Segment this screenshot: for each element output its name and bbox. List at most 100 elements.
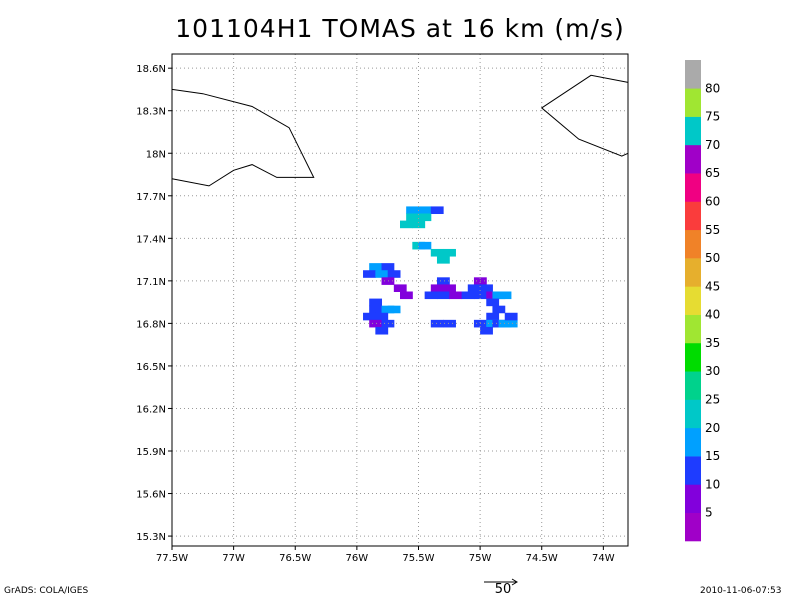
- wind-cell: [363, 312, 376, 321]
- wind-cell: [443, 284, 456, 292]
- colorbar-label: 45: [705, 279, 720, 293]
- y-tick-label: 17.4N: [136, 234, 166, 245]
- wind-cell: [375, 326, 389, 335]
- x-tick-label: 77W: [222, 553, 245, 564]
- wind-cell: [400, 291, 413, 300]
- y-tick-label: 18.3N: [136, 107, 166, 118]
- wind-cell: [430, 284, 444, 292]
- colorbar-label: 10: [705, 477, 720, 491]
- colorbar-label: 5: [705, 506, 713, 520]
- wind-cell: [480, 284, 493, 292]
- x-axis-ticks: 77.5W 77W 76.5W 76W 75.5W 75W 74.5W 74W: [156, 546, 615, 564]
- chart-title: 101104H1 TOMAS at 16 km (m/s): [175, 14, 625, 43]
- colorbar-swatch: [685, 427, 701, 457]
- colorbar-swatch: [685, 456, 701, 485]
- wind-cell: [430, 248, 444, 257]
- plot-frame: [171, 53, 629, 547]
- x-tick-label: 75.5W: [402, 553, 434, 564]
- y-tick-label: 16.2N: [136, 404, 166, 415]
- colorbar-swatch: [685, 173, 701, 202]
- wind-cell: [436, 291, 450, 300]
- y-tick-label: 15.6N: [136, 490, 166, 501]
- wind-cell: [369, 263, 383, 271]
- wind-cell: [430, 206, 444, 215]
- colorbar-swatch: [685, 484, 701, 514]
- wind-cell: [504, 312, 518, 321]
- colorbar-label: 65: [705, 166, 720, 180]
- colorbar-label: 70: [705, 138, 720, 152]
- x-tick-label: 74.5W: [526, 553, 558, 564]
- x-tick-label: 75W: [469, 553, 492, 564]
- reference-vector: [484, 578, 518, 586]
- wind-cell: [436, 256, 450, 264]
- colorbar-label: 25: [705, 393, 720, 407]
- colorbar-label: 50: [705, 251, 720, 265]
- wind-cell: [381, 263, 395, 271]
- y-axis-ticks: 18.6N 18.3N 18N 17.7N 17.4N 17.1N 16.8N 16.5N 16…: [136, 64, 172, 543]
- x-tick-label: 74W: [592, 553, 615, 564]
- wind-cell: [418, 213, 432, 222]
- colorbar-label: 30: [705, 364, 720, 378]
- y-tick-label: 15.9N: [136, 447, 166, 458]
- wind-cell: [480, 326, 493, 335]
- wind-cell: [375, 312, 389, 321]
- wind-cell: [363, 270, 376, 278]
- wind-cell: [369, 305, 383, 314]
- wind-cell: [443, 319, 456, 328]
- y-tick-label: 16.5N: [136, 362, 166, 373]
- wind-cell: [387, 270, 401, 278]
- colorbar-swatch: [685, 144, 701, 174]
- colorbar-label: 35: [705, 336, 720, 350]
- colorbar-label: 40: [705, 308, 720, 322]
- x-tick-label: 76.5W: [279, 553, 311, 564]
- wind-cell: [504, 319, 518, 328]
- colorbar: 5 10 15 20 25 30 35 40 45 50 55 60 65 70 75 80: [685, 60, 720, 542]
- wind-cell: [430, 319, 444, 328]
- wind-cell: [473, 291, 487, 300]
- colorbar-swatch: [685, 60, 701, 89]
- colorbar-swatch: [685, 116, 701, 146]
- colorbar-swatch: [685, 88, 701, 117]
- wind-cell: [406, 206, 419, 215]
- wind-cell: [418, 241, 432, 250]
- y-tick-label: 18N: [146, 149, 166, 160]
- coastline: [171, 88, 315, 187]
- wind-cell: [369, 319, 383, 328]
- footer-credit: GrADS: COLA/IGES: [4, 586, 89, 596]
- y-tick-label: 18.6N: [136, 64, 166, 75]
- wind-cell: [461, 291, 475, 300]
- colorbar-label: 20: [705, 421, 720, 435]
- wind-cell: [387, 305, 401, 314]
- colorbar-label: 55: [705, 223, 720, 237]
- x-tick-label: 77.5W: [156, 553, 188, 564]
- colorbar-swatch: [685, 342, 701, 372]
- wind-cells: [363, 206, 518, 335]
- colorbar-swatch: [685, 314, 701, 344]
- wind-cell: [381, 277, 395, 285]
- colorbar-swatch: [685, 371, 701, 400]
- colorbar-swatch: [685, 201, 701, 231]
- wind-cell: [369, 298, 383, 307]
- wind-cell: [393, 284, 407, 292]
- wind-cell: [400, 220, 413, 229]
- wind-cell: [412, 220, 426, 229]
- colorbar-label: 60: [705, 194, 720, 208]
- wind-cell: [424, 291, 438, 300]
- y-tick-label: 17.7N: [136, 192, 166, 203]
- wind-cell: [467, 284, 481, 292]
- coastlines: [171, 74, 629, 187]
- colorbar-swatch: [685, 229, 701, 259]
- colorbar-label: 80: [705, 81, 720, 95]
- wind-cell: [443, 248, 456, 257]
- y-tick-label: 16.8N: [136, 319, 166, 330]
- wind-cell: [498, 291, 512, 300]
- footer-timestamp: 2010-11-06-07:53: [700, 586, 782, 596]
- y-tick-label: 17.1N: [136, 277, 166, 288]
- y-tick-label: 15.3N: [136, 532, 166, 543]
- colorbar-swatch: [685, 512, 701, 542]
- wind-cell: [381, 319, 395, 328]
- wind-cell: [486, 312, 500, 321]
- wind-cell: [449, 291, 463, 300]
- wind-cell: [436, 277, 450, 285]
